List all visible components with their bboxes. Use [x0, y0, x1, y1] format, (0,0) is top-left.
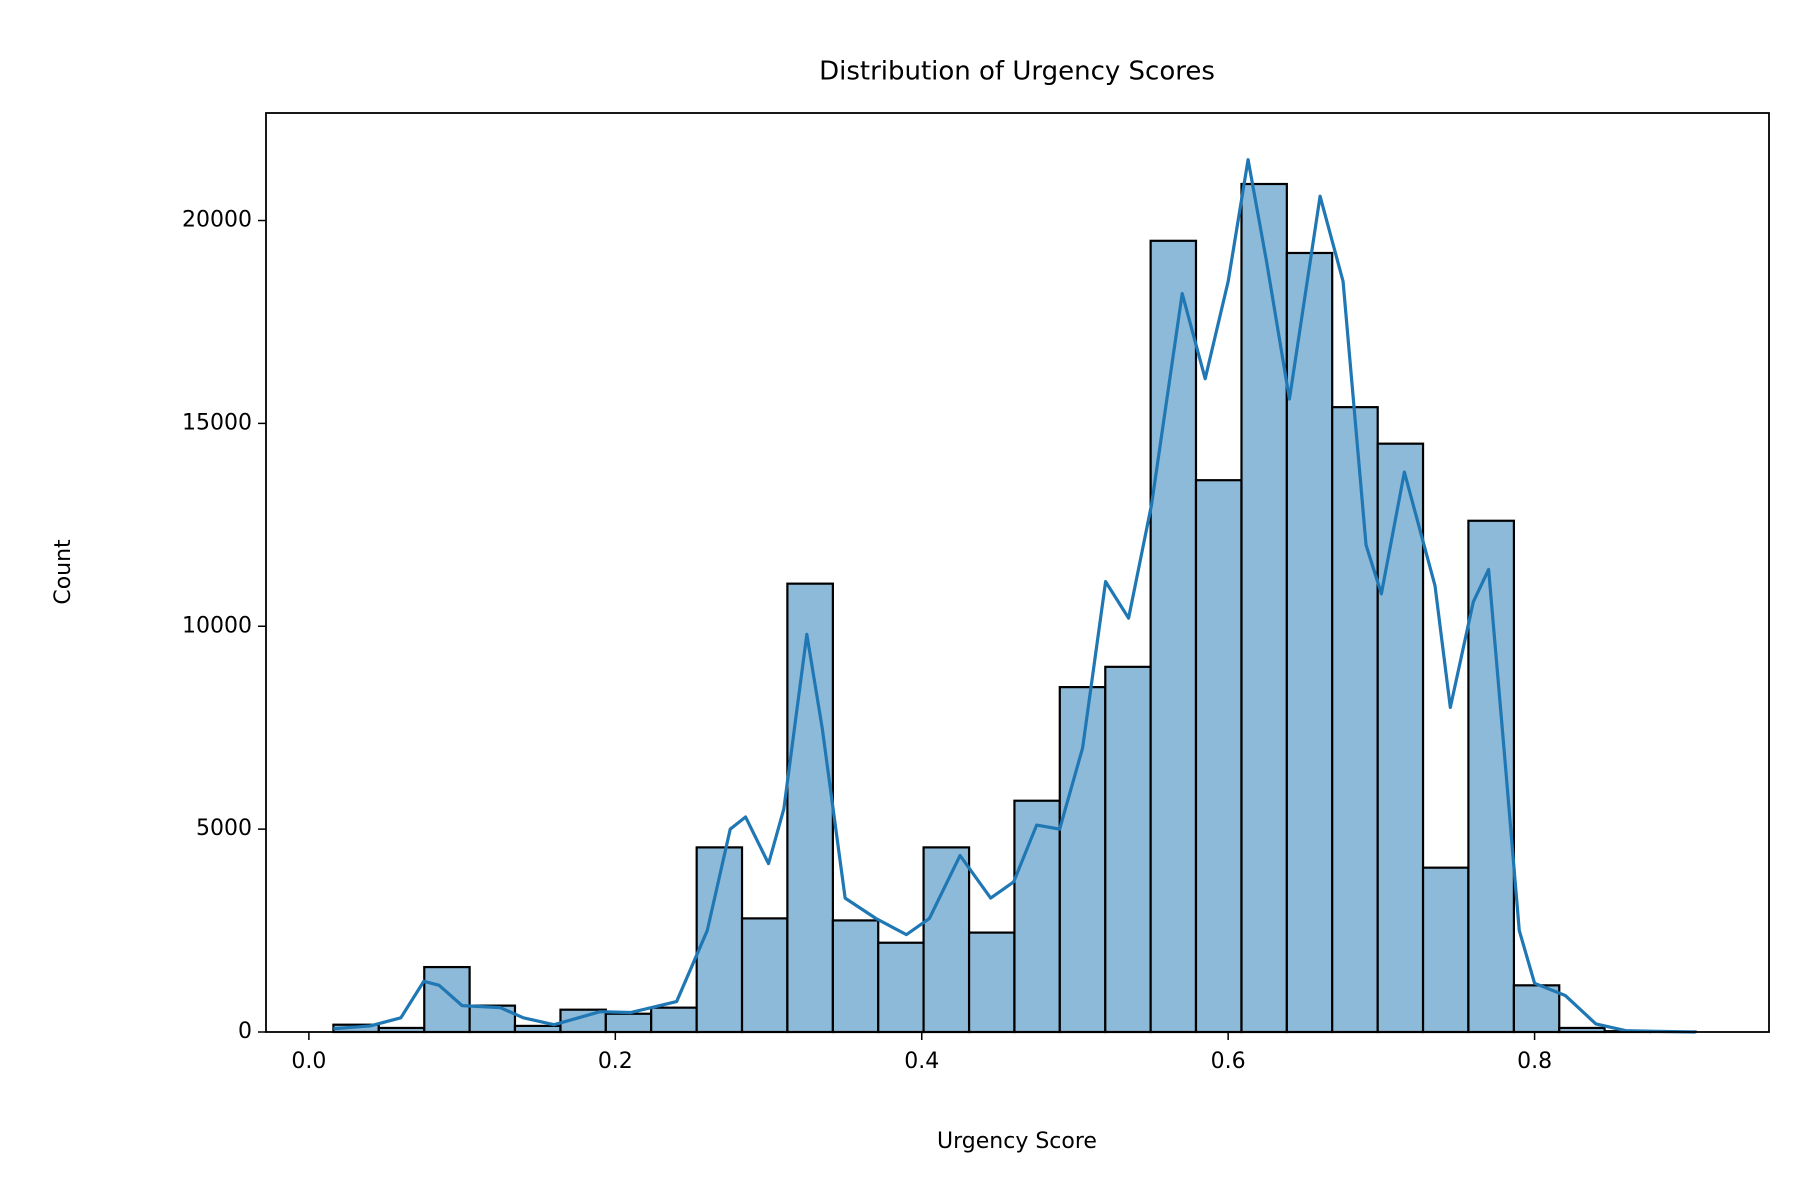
bar — [740, 917, 789, 1034]
bar — [1104, 665, 1152, 1034]
y-tick-label: 0 — [238, 1019, 252, 1044]
bar — [513, 1024, 562, 1034]
bar — [650, 1006, 698, 1034]
x-tick-label: 0.2 — [598, 1049, 633, 1074]
x-tick-label: 0.4 — [904, 1049, 939, 1074]
kde-line — [333, 158, 1696, 1034]
y-tick-label: 15000 — [182, 410, 252, 435]
chart-title: Distribution of Urgency Scores — [819, 57, 1215, 87]
bar — [1512, 984, 1561, 1034]
bar — [922, 846, 971, 1034]
bar — [1376, 442, 1425, 1034]
bar — [1285, 251, 1334, 1034]
bar — [423, 965, 471, 1034]
bar — [1013, 799, 1061, 1034]
bar — [1240, 182, 1288, 1034]
x-axis-label: Urgency Score — [937, 1129, 1097, 1154]
bar — [877, 941, 925, 1034]
bar — [831, 919, 880, 1034]
bar — [967, 931, 1016, 1034]
y-axis-label: Count — [51, 539, 76, 605]
bar — [1421, 866, 1470, 1034]
x-tick-label: 0.6 — [1211, 1049, 1246, 1074]
plot-frame — [265, 112, 1770, 1033]
y-tick-label: 20000 — [182, 208, 252, 233]
x-tick-label: 0.0 — [291, 1049, 326, 1074]
y-tick-label: 5000 — [196, 816, 252, 841]
x-tick-label: 0.8 — [1517, 1049, 1552, 1074]
y-tick-label: 10000 — [182, 613, 252, 638]
bar — [1331, 406, 1379, 1034]
bar — [604, 1012, 653, 1034]
bar — [1194, 479, 1243, 1034]
